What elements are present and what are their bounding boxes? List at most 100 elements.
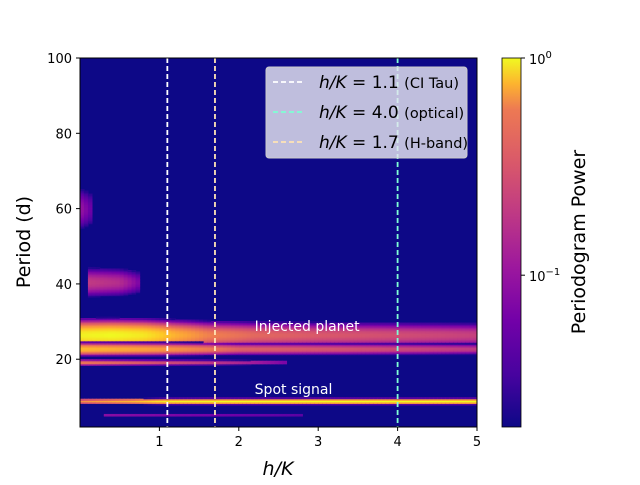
heatmap-cell-planet-low-tail: [242, 344, 248, 347]
heatmap-cell-spot: [298, 401, 303, 404]
heatmap-cell-planet: [365, 337, 371, 340]
heatmap-cell-planet-low-tail: [361, 351, 367, 354]
heatmap-cell-spot: [270, 397, 276, 400]
heatmap-cell-planet: [167, 337, 172, 340]
heatmap-cell-planet: [473, 324, 477, 327]
heatmap-cell-spot: [266, 401, 272, 404]
heatmap-cell-alias-19: [230, 362, 236, 365]
heatmap-cell-planet: [262, 328, 268, 331]
heatmap-cell-spot: [369, 397, 375, 400]
heatmap-cell-planet-low-tail: [361, 342, 367, 345]
heatmap-cell-planet-low-tail: [437, 342, 442, 345]
heatmap-cell-alias-40: [99, 268, 105, 271]
heatmap-cell-spot: [262, 401, 268, 404]
heatmap-cell-planet-low-tail: [234, 353, 240, 356]
heatmap-cell-planet-low-tail: [393, 348, 399, 351]
heatmap-cell-alias-5: [199, 413, 204, 416]
heatmap-cell-alias-19: [195, 360, 200, 363]
heatmap-cell-planet: [99, 319, 105, 322]
heatmap-cell-planet: [214, 321, 220, 324]
heatmap-cell-planet-low-tail: [119, 351, 125, 354]
heatmap-cell-tail-high: [83, 210, 89, 213]
vertical-reference-lines: [166, 58, 399, 427]
heatmap-cell-planet-low-tail: [417, 342, 423, 345]
heatmap-cell-planet-low-tail: [453, 348, 458, 351]
heatmap-cell-planet: [167, 322, 172, 325]
heatmap-cell-planet: [290, 330, 295, 333]
heatmap-cell-planet: [171, 330, 176, 333]
heatmap-cell-alias-19: [147, 359, 153, 362]
heatmap-cell-planet: [397, 334, 403, 337]
heatmap-cell-planet: [433, 337, 438, 340]
heatmap-cell-planet: [322, 340, 327, 343]
heatmap-cell-planet-low-tail: [139, 345, 145, 348]
heatmap-cell-planet-low-tail: [147, 344, 153, 347]
heatmap-cell-planet: [338, 336, 343, 339]
heatmap-cell-planet: [314, 321, 319, 324]
heatmap-cell-alias-40: [135, 273, 141, 276]
heatmap-cell-planet-low-tail: [409, 351, 415, 354]
heatmap-cell-alias-40: [87, 268, 93, 271]
heatmap-cell-planet: [306, 331, 311, 334]
heatmap-cell-alias-40: [127, 292, 133, 295]
heatmap-cell-planet-low-tail: [306, 351, 311, 354]
heatmap-cell-planet: [183, 337, 188, 340]
heatmap-cell-spot: [469, 398, 474, 401]
heatmap-cell-tail-high: [87, 196, 93, 199]
heatmap-cell-planet: [91, 330, 97, 333]
heatmap-cell-planet-low-tail: [349, 342, 355, 345]
heatmap-cell-spot: [167, 398, 172, 401]
heatmap-cell-planet: [421, 331, 426, 334]
heatmap-cell-spot: [425, 400, 430, 403]
heatmap-cell-planet-low-tail: [334, 350, 339, 353]
heatmap-cell-planet-low-tail: [203, 351, 208, 354]
heatmap-cell-planet-low-tail: [353, 345, 359, 348]
heatmap-cell-alias-40: [95, 294, 101, 297]
heatmap-cell-alias-40: [99, 273, 105, 276]
heatmap-cell-alias-40: [111, 269, 117, 273]
heatmap-cell-planet-low-tail: [457, 348, 462, 351]
heatmap-cell-alias-40: [107, 285, 113, 288]
heatmap-cell-spot: [159, 401, 164, 404]
heatmap-cell-planet: [123, 334, 129, 337]
heatmap-cell-planet-low-tail: [226, 345, 232, 348]
heatmap-cell-spot: [175, 397, 180, 400]
heatmap-cell-spot: [306, 398, 311, 401]
heatmap-cell-spot: [163, 403, 168, 406]
heatmap-cell-planet-low-tail: [107, 341, 113, 344]
heatmap-cell-planet-low-tail: [465, 345, 470, 348]
heatmap-cell-planet-low-tail: [306, 353, 311, 356]
heatmap-cell-planet-low-tail: [211, 353, 216, 356]
heatmap-cell-planet: [214, 336, 220, 339]
annotation-text: Injected planet: [255, 319, 360, 335]
heatmap-cell-planet-low-tail: [183, 351, 188, 354]
heatmap-cell-planet: [238, 321, 244, 324]
heatmap-cell-planet: [306, 327, 311, 330]
heatmap-cell-planet: [298, 333, 303, 336]
heatmap-cell-planet: [389, 331, 395, 334]
heatmap-cell-planet: [246, 330, 252, 333]
heatmap-cell-planet: [425, 334, 430, 337]
heatmap-cell-planet: [91, 339, 97, 342]
heatmap-cell-planet: [203, 330, 208, 333]
heatmap-cell-planet-low-tail: [334, 347, 339, 350]
heatmap-cell-planet: [254, 334, 260, 337]
heatmap-cell-planet: [465, 337, 470, 340]
heatmap-cell-spot: [195, 401, 200, 404]
heatmap-cell-planet: [131, 339, 137, 342]
heatmap-cell-spot: [377, 401, 383, 404]
heatmap-cell-spot: [381, 401, 387, 404]
heatmap-cell-spot: [195, 400, 200, 403]
heatmap-cell-planet-low-tail: [123, 345, 129, 348]
heatmap-cell-planet: [119, 318, 125, 321]
heatmap-cell-planet-low-tail: [151, 345, 157, 348]
heatmap-cell-planet-low-tail: [83, 347, 89, 350]
heatmap-cell-planet: [425, 330, 430, 333]
heatmap-cell-spot: [409, 403, 415, 406]
heatmap-cell-planet: [242, 333, 248, 336]
heatmap-cell-planet: [429, 325, 434, 328]
heatmap-cell-spot: [250, 400, 256, 403]
heatmap-cell-planet: [103, 316, 109, 319]
heatmap-cell-planet: [167, 319, 172, 322]
heatmap-cell-alias-5: [131, 413, 137, 416]
